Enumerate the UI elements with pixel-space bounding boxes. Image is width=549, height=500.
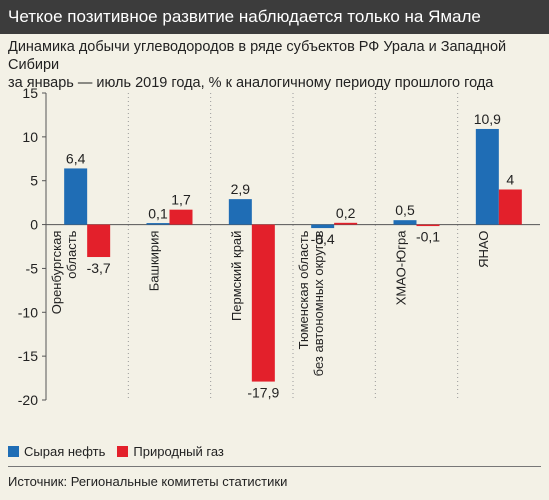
category-label-5: ЯНАО	[476, 231, 491, 268]
bar-oil-3	[311, 224, 335, 229]
category-label-4: ХМАО-Югра	[394, 230, 409, 305]
bar-oil-4	[393, 220, 417, 225]
bar-gas-2	[251, 224, 275, 382]
category-label-5-line-0: ЯНАО	[476, 231, 491, 268]
legend-label-gas: Природный газ	[133, 444, 224, 459]
data-label-oil-5: 10,9	[474, 111, 501, 127]
data-label-oil-0: 6,4	[66, 150, 86, 166]
category-label-1-line-0: Башкирия	[147, 231, 162, 292]
bar-oil-5	[475, 128, 499, 225]
data-label-gas-0: -3,7	[87, 260, 111, 276]
category-label-4-line-0: ХМАО-Югра	[394, 230, 409, 305]
bar-gas-3	[334, 222, 358, 225]
category-label-2-line-0: Пермский край	[229, 231, 244, 321]
y-tick-label-4: -5	[26, 260, 39, 276]
legend-swatch-oil	[8, 446, 19, 457]
y-tick-label-2: 5	[30, 173, 38, 189]
category-label-0-line-1: область	[64, 230, 79, 278]
subtitle-line-1: Динамика добычи углеводородов в ряде суб…	[8, 39, 507, 73]
y-tick-label-0: 15	[22, 85, 38, 101]
category-label-2: Пермский край	[229, 231, 244, 321]
subtitle-line-2: за январь — июль 2019 года, % к аналогич…	[8, 75, 494, 91]
category-label-3-line-0: Тюменская область	[296, 230, 311, 349]
legend-swatch-gas	[117, 446, 129, 457]
bar-oil-1	[146, 223, 170, 225]
legend-item-oil: Сырая нефть	[8, 444, 105, 459]
bar-gas-5	[498, 189, 522, 225]
data-label-gas-1: 1,7	[171, 192, 191, 208]
data-label-gas-4: -0,1	[416, 228, 440, 244]
bar-gas-1	[169, 209, 193, 225]
y-tick-label-6: -15	[18, 348, 38, 364]
data-label-gas-2: -17,9	[247, 385, 279, 401]
category-label-1: Башкирия	[147, 231, 162, 292]
data-label-gas-5: 4	[506, 171, 514, 187]
y-tick-label-3: 0	[30, 217, 38, 233]
bar-gas-0	[87, 224, 111, 258]
footer-divider	[8, 466, 541, 467]
chart-subtitle: Динамика добычи углеводородов в ряде суб…	[8, 38, 543, 92]
category-label-3-line-1: без автономных округов	[311, 230, 326, 376]
legend: Сырая нефть Природный газ	[8, 444, 236, 459]
category-label-0: Оренбургская область	[49, 230, 79, 314]
bar-oil-2	[228, 199, 252, 225]
y-tick-label-7: -20	[18, 392, 38, 408]
category-label-3: Тюменская область без автономных округов	[296, 230, 326, 376]
data-label-gas-3: 0,2	[336, 205, 356, 221]
y-tick-label-5: -10	[18, 304, 38, 320]
y-tick-label-1: 10	[22, 129, 38, 145]
category-label-0-line-0: Оренбургская	[49, 231, 64, 315]
chart-title: Четкое позитивное развитие наблюдается т…	[0, 0, 549, 34]
legend-item-gas: Природный газ	[117, 444, 224, 459]
legend-label-oil: Сырая нефть	[24, 444, 106, 459]
data-label-oil-4: 0,5	[395, 202, 415, 218]
bar-gas-4	[416, 224, 440, 227]
bar-oil-0	[64, 168, 88, 225]
data-label-oil-1: 0,1	[148, 206, 168, 222]
data-label-oil-2: 2,9	[231, 181, 251, 197]
source-note: Источник: Региональные комитеты статисти…	[8, 474, 288, 489]
data-label-oil-3: -0,4	[311, 231, 335, 247]
